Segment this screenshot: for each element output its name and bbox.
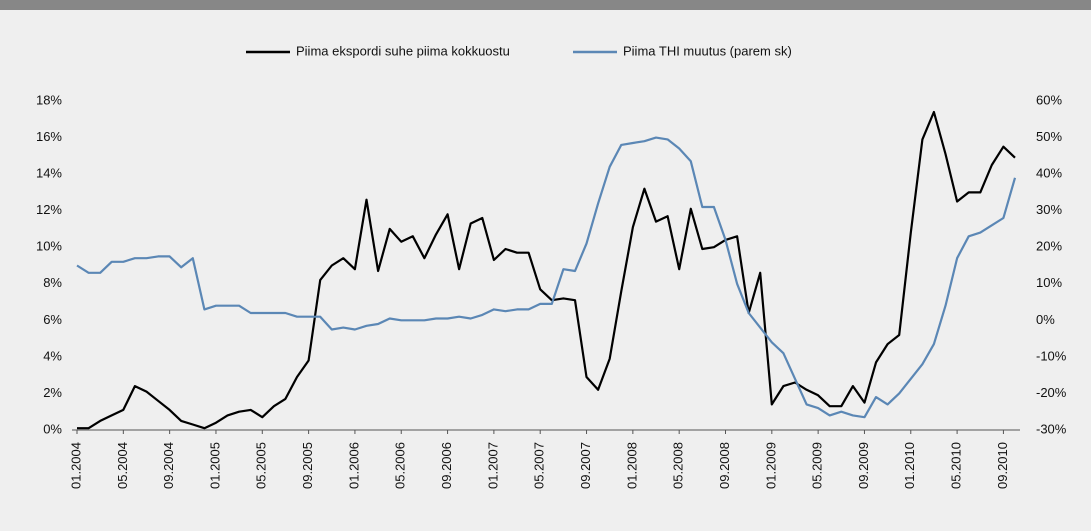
x-tick-label: 05.2010 [949, 442, 964, 489]
x-tick-label: 01.2006 [346, 442, 361, 489]
x-tick-label: 09.2009 [856, 442, 871, 489]
x-tick-label: 05.2008 [671, 442, 686, 489]
x-tick-label: 01.2010 [902, 442, 917, 489]
x-tick-label: 05.2009 [810, 442, 825, 489]
y-tick-label: 4% [43, 348, 62, 363]
legend-label: Piima ekspordi suhe piima kokkuostu [296, 43, 510, 58]
x-tick-label: 09.2008 [717, 442, 732, 489]
x-tick-label: 09.2005 [300, 442, 315, 489]
y2-tick-label: 60% [1036, 92, 1062, 107]
y2-tick-label: 20% [1036, 239, 1062, 254]
x-tick-label: 01.2008 [624, 442, 639, 489]
y2-tick-label: -10% [1036, 348, 1067, 363]
y-tick-label: 14% [36, 166, 62, 181]
y2-tick-label: 10% [1036, 275, 1062, 290]
y-tick-label: 2% [43, 385, 62, 400]
x-tick-label: 05.2007 [532, 442, 547, 489]
y-tick-label: 6% [43, 312, 62, 327]
y-tick-label: 8% [43, 275, 62, 290]
x-tick-label: 01.2009 [763, 442, 778, 489]
series-line [76, 136, 1017, 419]
x-tick-label: 09.2007 [578, 442, 593, 489]
series-line [77, 110, 1016, 430]
y-tick-label: 18% [36, 92, 62, 107]
x-tick-label: 09.2010 [995, 442, 1010, 489]
y2-tick-label: 30% [1036, 202, 1062, 217]
x-tick-label: 01.2005 [207, 442, 222, 489]
y-tick-label: 10% [36, 239, 62, 254]
legend-label: Piima THI muutus (parem sk) [623, 43, 792, 58]
x-tick-label: 05.2004 [115, 442, 130, 489]
x-tick-label: 01.2004 [68, 442, 83, 489]
x-tick-label: 05.2005 [254, 442, 269, 489]
y-tick-label: 16% [36, 129, 62, 144]
y-tick-label: 12% [36, 202, 62, 217]
y-tick-label: 0% [43, 421, 62, 436]
y2-tick-label: 50% [1036, 129, 1062, 144]
x-tick-label: 05.2006 [393, 442, 408, 489]
x-tick-label: 09.2006 [439, 442, 454, 489]
top-bar [0, 0, 1091, 10]
y2-tick-label: 40% [1036, 166, 1062, 181]
x-tick-label: 09.2004 [161, 442, 176, 489]
x-tick-label: 01.2007 [485, 442, 500, 489]
y2-tick-label: -20% [1036, 385, 1067, 400]
y2-tick-label: 0% [1036, 312, 1055, 327]
y2-tick-label: -30% [1036, 421, 1067, 436]
